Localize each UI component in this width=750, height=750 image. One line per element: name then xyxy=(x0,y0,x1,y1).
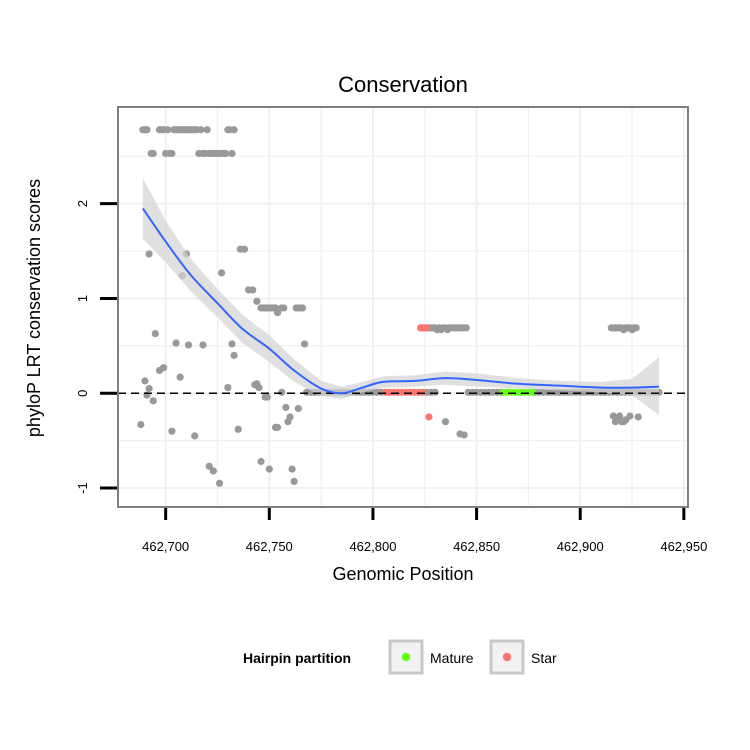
data-point xyxy=(197,126,205,134)
data-point xyxy=(249,286,257,294)
data-point xyxy=(199,341,207,349)
data-point xyxy=(205,462,213,470)
series-other xyxy=(137,126,663,487)
x-tick-label: 462,950 xyxy=(660,539,707,554)
data-point xyxy=(145,384,153,393)
chart-title: Conservation xyxy=(338,72,468,97)
x-tick-label: 462,900 xyxy=(557,539,604,554)
y-tick-label: 2 xyxy=(75,200,90,207)
data-point xyxy=(224,383,232,392)
data-point xyxy=(137,420,145,429)
data-point xyxy=(222,149,230,158)
data-point xyxy=(632,324,640,332)
legend-item-mature: Mature xyxy=(388,639,474,675)
legend-label: Star xyxy=(531,650,557,666)
data-point xyxy=(431,388,439,396)
data-point xyxy=(528,388,537,396)
x-axis-title: Genomic Position xyxy=(332,564,473,584)
data-point xyxy=(145,250,153,258)
legend-item-star: Star xyxy=(489,639,557,675)
legend: Hairpin partition Mature Star xyxy=(243,639,557,675)
data-point xyxy=(425,413,433,421)
data-point xyxy=(176,373,184,381)
x-tick-label: 462,750 xyxy=(246,539,293,554)
data-point xyxy=(290,477,298,486)
data-point xyxy=(184,341,193,349)
data-point xyxy=(240,245,249,253)
data-point xyxy=(298,304,307,312)
x-tick-label: 462,700 xyxy=(142,539,189,554)
data-point xyxy=(143,126,151,134)
data-point xyxy=(203,126,211,134)
data-point xyxy=(234,425,242,433)
data-point xyxy=(278,388,286,396)
data-point xyxy=(228,340,236,348)
data-point xyxy=(228,149,236,158)
data-point xyxy=(616,412,624,420)
data-point xyxy=(288,465,296,473)
legend-key xyxy=(388,639,424,675)
data-point xyxy=(460,431,468,439)
legend-key xyxy=(489,639,525,675)
data-point xyxy=(149,397,157,405)
data-point xyxy=(151,329,159,338)
data-point xyxy=(215,479,224,487)
data-point xyxy=(253,297,261,305)
data-point xyxy=(419,388,427,396)
data-point xyxy=(168,427,176,435)
data-point xyxy=(280,304,288,312)
data-point xyxy=(462,324,470,332)
y-tick-label: 0 xyxy=(75,390,90,397)
data-point xyxy=(255,383,263,392)
series-star xyxy=(381,324,433,421)
plot-area xyxy=(117,106,689,508)
data-point xyxy=(164,126,172,134)
legend-title: Hairpin partition xyxy=(243,650,351,666)
data-point xyxy=(626,412,634,420)
y-axis-title: phyloP LRT conservation scores xyxy=(24,179,44,437)
data-point xyxy=(257,457,265,466)
data-point xyxy=(282,403,290,412)
data-point xyxy=(265,465,273,473)
panel-border xyxy=(117,106,689,508)
y-tick-label: -1 xyxy=(75,482,90,494)
x-tick-label: 462,850 xyxy=(453,539,500,554)
data-point xyxy=(274,309,282,317)
data-point xyxy=(423,324,431,332)
y-tick-label: 1 xyxy=(75,295,90,302)
data-point xyxy=(230,351,238,359)
data-point xyxy=(274,423,282,431)
data-point xyxy=(160,364,168,372)
data-point xyxy=(218,269,226,277)
data-point xyxy=(441,418,450,426)
smooth-line xyxy=(142,207,660,395)
data-point xyxy=(168,149,176,158)
data-point xyxy=(149,149,157,158)
data-point xyxy=(294,404,302,413)
data-point xyxy=(263,393,271,401)
data-point xyxy=(141,377,149,385)
data-point xyxy=(209,467,217,475)
x-tick-label: 462,800 xyxy=(349,539,396,554)
legend-label: Mature xyxy=(430,650,474,666)
legend-marker xyxy=(502,652,512,662)
data-point xyxy=(230,126,238,134)
legend-marker xyxy=(401,652,411,662)
data-point xyxy=(300,340,309,348)
panel-background xyxy=(118,107,688,507)
data-point xyxy=(191,432,199,440)
data-point xyxy=(172,339,180,347)
axes: 462,700 462,750 462,800 462,850 462,900 462,9… xyxy=(75,200,707,554)
data-point xyxy=(286,413,294,421)
data-point xyxy=(634,413,642,421)
series-mature xyxy=(499,388,537,396)
confidence-ribbon xyxy=(142,178,659,416)
